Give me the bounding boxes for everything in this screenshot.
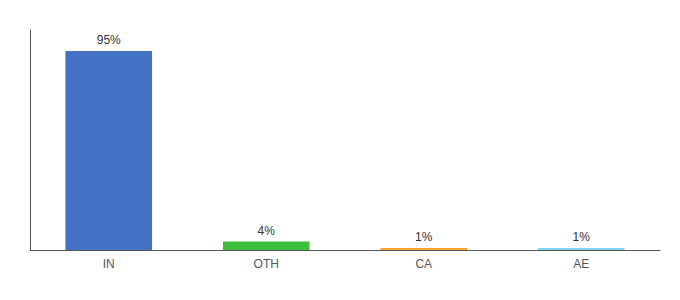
svg-text:AE: AE: [573, 257, 589, 271]
svg-text:IN: IN: [103, 257, 115, 271]
svg-text:95%: 95%: [97, 33, 121, 47]
svg-text:CA: CA: [415, 257, 432, 271]
svg-text:4%: 4%: [258, 224, 276, 238]
svg-text:1%: 1%: [573, 230, 591, 244]
svg-text:OTH: OTH: [254, 257, 279, 271]
svg-text:1%: 1%: [415, 230, 433, 244]
